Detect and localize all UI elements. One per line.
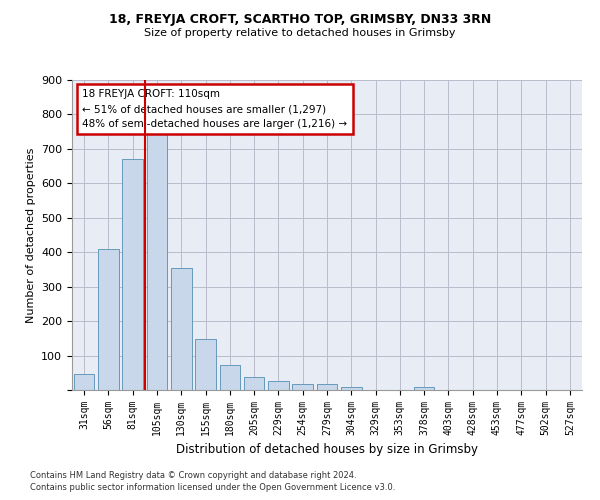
- Bar: [292, 384, 313, 390]
- Bar: [171, 268, 191, 390]
- Bar: [195, 339, 216, 390]
- Bar: [98, 249, 119, 390]
- Y-axis label: Number of detached properties: Number of detached properties: [26, 148, 35, 322]
- Bar: [244, 378, 265, 390]
- Text: 18, FREYJA CROFT, SCARTHO TOP, GRIMSBY, DN33 3RN: 18, FREYJA CROFT, SCARTHO TOP, GRIMSBY, …: [109, 12, 491, 26]
- Text: 18 FREYJA CROFT: 110sqm
← 51% of detached houses are smaller (1,297)
48% of semi: 18 FREYJA CROFT: 110sqm ← 51% of detache…: [82, 90, 347, 129]
- Text: Contains public sector information licensed under the Open Government Licence v3: Contains public sector information licen…: [30, 484, 395, 492]
- Bar: [414, 387, 434, 390]
- Bar: [122, 159, 143, 390]
- Bar: [220, 365, 240, 390]
- Text: Contains HM Land Registry data © Crown copyright and database right 2024.: Contains HM Land Registry data © Crown c…: [30, 471, 356, 480]
- Bar: [341, 386, 362, 390]
- Bar: [317, 384, 337, 390]
- Bar: [146, 132, 167, 390]
- X-axis label: Distribution of detached houses by size in Grimsby: Distribution of detached houses by size …: [176, 444, 478, 456]
- Bar: [74, 374, 94, 390]
- Text: Size of property relative to detached houses in Grimsby: Size of property relative to detached ho…: [144, 28, 456, 38]
- Bar: [268, 380, 289, 390]
